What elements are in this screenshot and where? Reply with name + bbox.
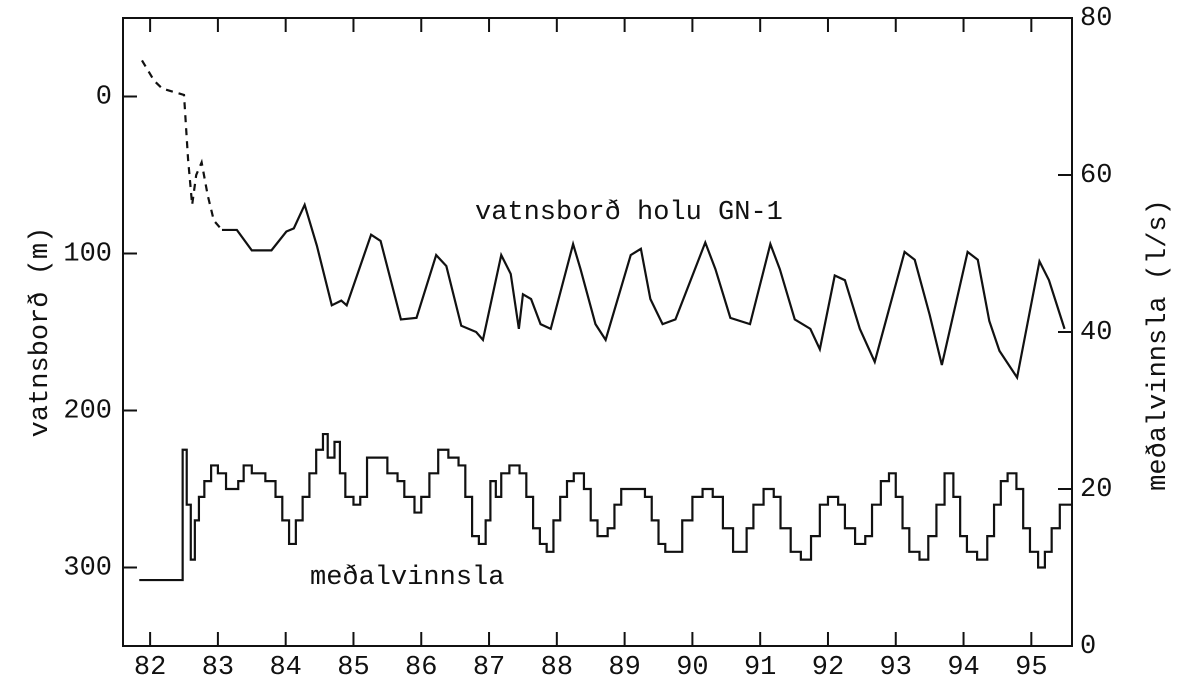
y2-tick-label: 60 (1080, 161, 1112, 191)
x-tick-label: 85 (337, 653, 369, 683)
y2-axis-label: meðalvinnsla (l/s) (1144, 199, 1174, 491)
data-line (139, 432, 1072, 582)
data-line (221, 201, 1066, 381)
y2-tick-label: 80 (1080, 4, 1112, 34)
x-tick-label: 93 (880, 653, 912, 683)
x-tick-label: 82 (134, 653, 166, 683)
x-tick-label: 92 (812, 653, 844, 683)
x-tick-label: 89 (608, 653, 640, 683)
x-tick-label: 83 (202, 653, 234, 683)
x-tick-label: 88 (541, 653, 573, 683)
y-tick-label: 100 (63, 240, 112, 270)
y-axis-label: vatnsborð (m) (26, 227, 56, 438)
y2-tick-label: 20 (1080, 475, 1112, 505)
plot-frame (122, 17, 1073, 647)
x-tick-label: 95 (1015, 653, 1047, 683)
x-tick-label: 87 (473, 653, 505, 683)
x-tick-label: 94 (947, 653, 979, 683)
x-tick-label: 86 (405, 653, 437, 683)
y2-tick-label: 0 (1080, 632, 1096, 662)
data-line (141, 59, 223, 231)
annotation: vatnsborð holu GN-1 (475, 198, 783, 228)
annotation: meðalvinnsla (310, 563, 504, 593)
y2-tick-label: 40 (1080, 318, 1112, 348)
x-tick-label: 90 (676, 653, 708, 683)
y-tick-label: 200 (63, 397, 112, 427)
x-tick-label: 84 (269, 653, 301, 683)
y-tick-label: 0 (96, 83, 112, 113)
y-tick-label: 300 (63, 554, 112, 584)
x-tick-label: 91 (744, 653, 776, 683)
